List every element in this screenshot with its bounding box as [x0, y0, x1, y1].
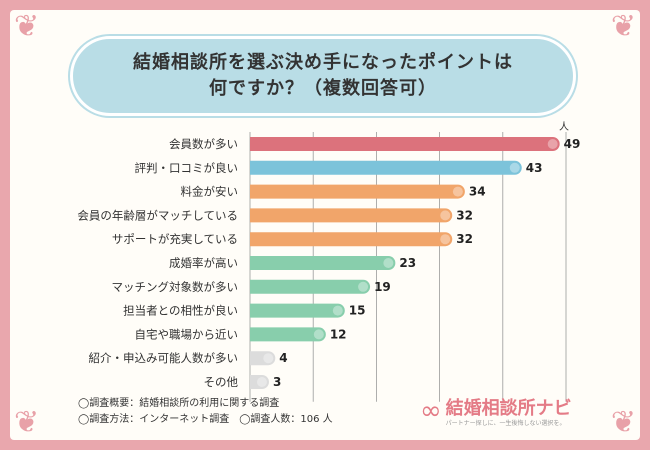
value-label-2: 43: [526, 161, 543, 175]
bar-8: [249, 303, 345, 318]
category-label-4: 会員の年齢層がマッチしている: [77, 208, 238, 222]
category-label-10: 紹介・申込み可能人数が多い: [89, 351, 239, 365]
category-label-6: 成婚率が高い: [169, 256, 238, 270]
value-label-3: 34: [469, 185, 486, 199]
value-label-5: 32: [456, 232, 473, 246]
bar-6: [249, 256, 396, 270]
bar-4: [249, 208, 453, 223]
survey-notes-line-1: ◯調査概要：結婚相談所の利用に関する調査: [78, 398, 280, 409]
bar-end-highlight-10: [263, 353, 274, 364]
bar-end-highlight-7: [358, 281, 369, 292]
category-label-9: 自宅や職場から近い: [135, 327, 239, 341]
bar-5: [249, 232, 453, 247]
bar-10: [250, 351, 276, 366]
chart-title-line-2: 何ですか？（複数回答可）: [209, 78, 437, 99]
category-label-11: その他: [204, 375, 239, 389]
value-label-10: 4: [279, 351, 287, 365]
value-label-4: 32: [456, 208, 473, 222]
corner-ornament-bottom-right: ❦: [610, 405, 636, 440]
category-label-8: 担当者との相性が良い: [123, 304, 238, 318]
value-label-6: 23: [399, 256, 416, 270]
bar-end-highlight-5: [440, 234, 451, 245]
category-label-2: 評判・口コミが良い: [135, 161, 239, 175]
bar-11: [249, 375, 269, 389]
bar-1: [250, 137, 560, 151]
logo-tagline: パートナー探しに、一生後悔しない選択を。: [445, 420, 566, 427]
unit-label: 人: [559, 121, 569, 133]
value-label-9: 12: [330, 327, 347, 341]
bar-end-highlight-9: [313, 329, 324, 340]
bar-2: [250, 160, 522, 175]
category-label-3: 料金が安い: [181, 185, 239, 199]
logo-name: 結婚相談所ナビ: [445, 398, 572, 419]
chart-title-line-1: 結婚相談所を選ぶ決め手になったポイントは: [133, 52, 513, 73]
infinity-heart-icon: ∞: [420, 396, 442, 426]
site-logo: ∞ 結婚相談所ナビ パートナー探しに、一生後悔しない選択を。: [420, 398, 572, 428]
bar-7: [250, 279, 371, 294]
bar-end-highlight-1: [547, 139, 558, 149]
bar-end-highlight-4: [440, 210, 451, 221]
survey-notes-line-2: ◯調査方法：インターネット調査 ◯調査人数：106 人: [78, 414, 333, 425]
bar-end-highlight-8: [332, 305, 343, 316]
category-label-5: サポートが充実している: [112, 232, 238, 246]
corner-ornament-bottom-left: ❦: [14, 405, 40, 440]
corner-ornament-top-right: ❦: [610, 9, 636, 44]
category-label-1: 会員数が多い: [169, 137, 238, 151]
chart-title: 結婚相談所を選ぶ決め手になったポイントは 何ですか？（複数回答可）: [70, 36, 576, 116]
corner-ornament-top-left: ❦: [14, 9, 40, 44]
bar-end-highlight-2: [509, 162, 520, 173]
bar-3: [250, 184, 465, 199]
bar-end-highlight-6: [383, 258, 394, 268]
category-label-7: マッチング対象数が多い: [112, 280, 239, 294]
value-label-8: 15: [349, 304, 366, 318]
bar-9: [250, 327, 326, 342]
survey-notes: ◯調査概要：結婚相談所の利用に関する調査 ◯調査方法：インターネット調査 ◯調査…: [78, 396, 333, 428]
bar-end-highlight-11: [256, 377, 267, 387]
value-label-11: 3: [273, 375, 281, 389]
value-label-7: 19: [374, 280, 391, 294]
bar-end-highlight-3: [452, 186, 463, 197]
value-label-1: 49: [564, 137, 581, 151]
